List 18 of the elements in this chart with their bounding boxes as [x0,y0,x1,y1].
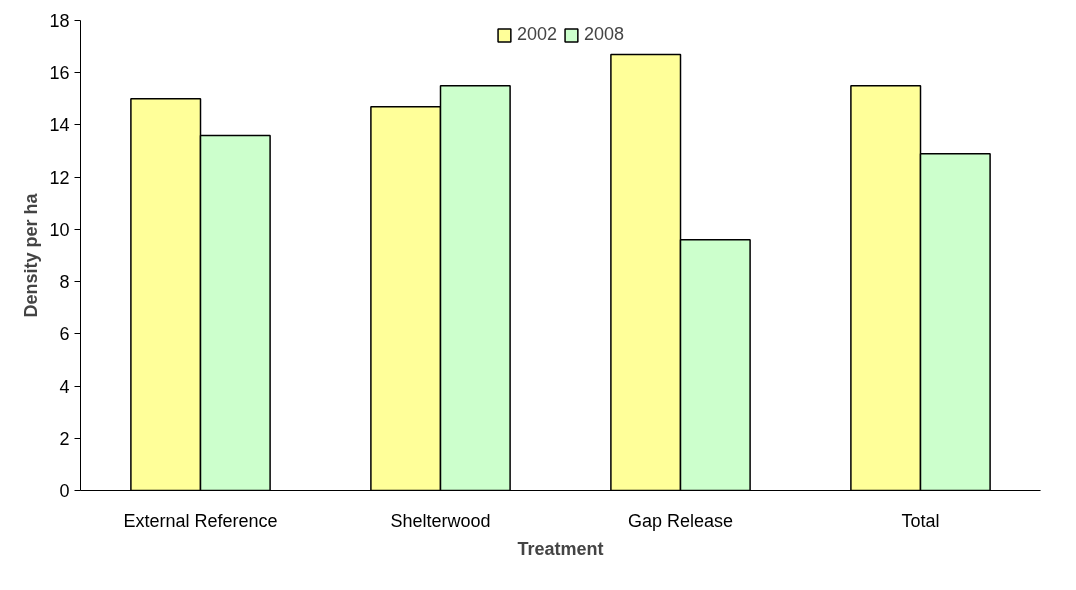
y-tick-label: 14 [49,115,70,136]
y-tick-label: 0 [59,481,70,501]
y-tick-label: 16 [49,63,70,84]
y-tick-label: 4 [59,376,70,397]
y-axis-title: Density per ha [21,192,42,318]
y-tick-label: 12 [49,167,70,188]
y-tick-label: 6 [59,324,70,345]
y-tick-label: 10 [49,219,70,240]
x-tick-label: Shelterwood [390,510,491,531]
y-tick-label: 2 [59,428,70,449]
y-tick-label: 18 [49,11,70,31]
legend-label: 2008 [584,24,625,45]
x-tick-label: External Reference [123,510,278,531]
y-tick-label: 8 [59,272,70,293]
x-tick-label: Gap Release [627,510,734,531]
x-tick-label: Total [901,510,940,531]
x-axis-title: Treatment [517,538,604,559]
legend-label: 2002 [516,24,557,45]
